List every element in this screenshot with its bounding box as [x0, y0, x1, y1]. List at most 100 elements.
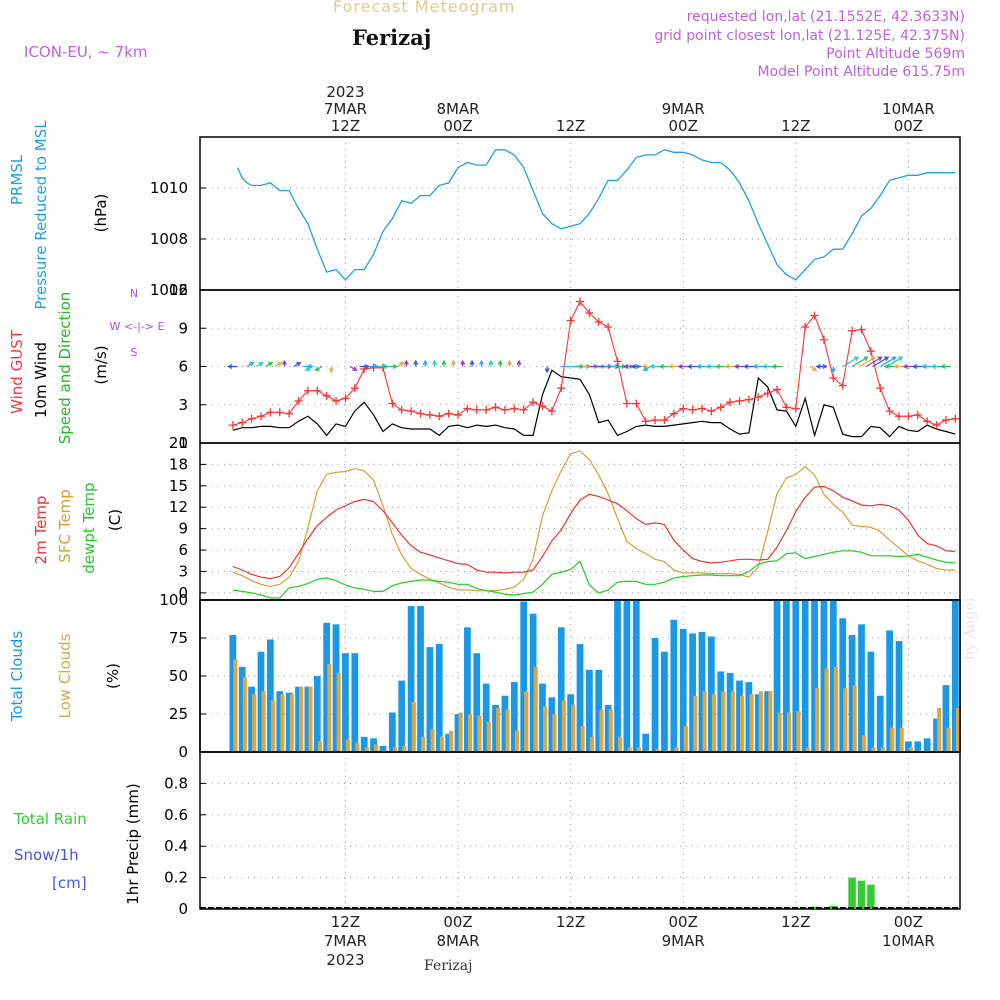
- gust-marker: [275, 408, 284, 417]
- panel-frame: [199, 442, 961, 601]
- low-cloud-bar: [946, 727, 951, 752]
- gust-marker: [838, 381, 847, 390]
- total-cloud-bar: [285, 692, 293, 752]
- total-cloud-bar: [754, 694, 762, 752]
- total-cloud-bar: [388, 712, 396, 752]
- point-altitude: Point Altitude 569m: [826, 46, 965, 62]
- low-cloud-bar: [561, 700, 566, 752]
- wind-arrow-head: [281, 359, 287, 365]
- total-cloud-bar: [632, 600, 640, 752]
- wind-arrow-head: [328, 368, 334, 374]
- y-tick-label: 75: [169, 629, 188, 647]
- gust-marker: [923, 417, 932, 426]
- low-cloud-bar: [524, 691, 529, 752]
- total-cloud-bar: [557, 627, 565, 752]
- wind-arrow-head: [642, 366, 649, 371]
- low-cloud-bar: [458, 712, 463, 752]
- low-cloud-bar: [327, 663, 332, 752]
- total-cloud-bar: [266, 639, 274, 752]
- total-cloud-bar: [379, 745, 387, 752]
- top-time-label: 12Z: [331, 117, 360, 135]
- low-cloud-bar: [355, 742, 360, 752]
- gust-marker: [951, 414, 960, 423]
- total-cloud-bar: [886, 630, 894, 752]
- total-cloud-bar: [726, 672, 734, 752]
- y-tick-label: 100: [159, 591, 188, 609]
- wind-arrow-head: [516, 359, 522, 365]
- gust-marker: [538, 402, 547, 411]
- gust-marker: [819, 335, 828, 344]
- wind-arrow-head: [912, 364, 918, 369]
- total-cloud-bar: [445, 733, 453, 752]
- temp-unit: (C): [106, 509, 124, 531]
- wind-arrow-head: [883, 364, 890, 369]
- wind-arrow-head: [460, 359, 466, 365]
- low-cloud-bar: [655, 748, 660, 752]
- low-cloud-bar: [496, 707, 501, 752]
- bottom-time-label: 00Z: [669, 913, 698, 931]
- low-cloud-bar: [608, 709, 613, 752]
- panel-frame: [199, 751, 961, 910]
- low-cloud-bar: [871, 747, 876, 752]
- total-cloud-bar: [661, 651, 668, 752]
- snow-unit-label: [cm]: [52, 874, 87, 892]
- wind-arrow-head: [877, 356, 883, 362]
- total-cloud-bar: [595, 669, 603, 752]
- rain-bar: [867, 884, 875, 909]
- gust-marker: [397, 405, 406, 414]
- total-cloud-bar: [829, 600, 837, 752]
- wind-arrow-head: [822, 364, 828, 369]
- low-cloud-bar: [786, 712, 792, 752]
- wind-arrow: [865, 356, 882, 368]
- total-cloud-bar: [839, 618, 847, 752]
- wind-arrow: [886, 356, 903, 368]
- low-cloud-bar: [618, 736, 623, 752]
- wind-arrow-head: [649, 364, 655, 369]
- low-cloud-bar: [308, 686, 313, 752]
- location-title: Ferizaj: [352, 25, 432, 50]
- total-cloud-bar: [454, 714, 462, 752]
- gust-marker: [763, 389, 772, 398]
- dewpt-label: dewpt Temp: [80, 482, 98, 573]
- gust-marker: [454, 410, 463, 419]
- wind-arrow-head: [441, 359, 447, 365]
- low-cloud-bar: [449, 730, 454, 752]
- rain-label: Total Rain: [13, 810, 87, 828]
- panel-pressure: 1006 1008 1010: [150, 136, 961, 299]
- gust-marker: [876, 384, 885, 393]
- gust-marker: [416, 409, 425, 418]
- wind-arrow-head: [854, 356, 860, 362]
- model-label: ICON-EU, ~ 7km: [24, 43, 148, 61]
- total-cloud-bar: [276, 691, 284, 752]
- gust-marker: [247, 414, 256, 423]
- wind-arrow-head: [403, 359, 409, 365]
- total-cloud-bar: [858, 624, 865, 752]
- total-cloud-bar: [304, 686, 312, 752]
- y-tick-label: 50: [169, 667, 188, 685]
- wind-arrow-head: [374, 364, 380, 369]
- y-tick-label: 15: [169, 477, 188, 495]
- gust-marker: [735, 396, 744, 405]
- total-cloud-bar: [736, 680, 743, 752]
- y-tick-label: 12: [169, 498, 188, 516]
- wind-arrow-head: [812, 366, 818, 371]
- low-cloud-bar: [345, 739, 351, 752]
- gust-marker: [510, 404, 519, 413]
- gust-marker: [463, 404, 472, 413]
- panel-frame: [199, 136, 961, 291]
- total-cloud-bar: [520, 601, 528, 752]
- total-cloud-bar: [529, 613, 537, 752]
- total-cloud-bar: [876, 695, 884, 752]
- gust-marker: [679, 404, 688, 413]
- wind-arrow: [859, 356, 876, 368]
- low-cloud-bar: [374, 744, 379, 752]
- gust-marker: [557, 384, 566, 393]
- wind-arrow-head: [296, 362, 302, 367]
- gust-marker: [641, 417, 650, 426]
- bottom-time-label: 00Z: [894, 913, 923, 931]
- top-time-label: 00Z: [894, 117, 923, 135]
- total-cloud-bar: [717, 671, 725, 752]
- low-cloud-bar: [937, 707, 942, 752]
- y-tick-label: 0: [178, 743, 188, 761]
